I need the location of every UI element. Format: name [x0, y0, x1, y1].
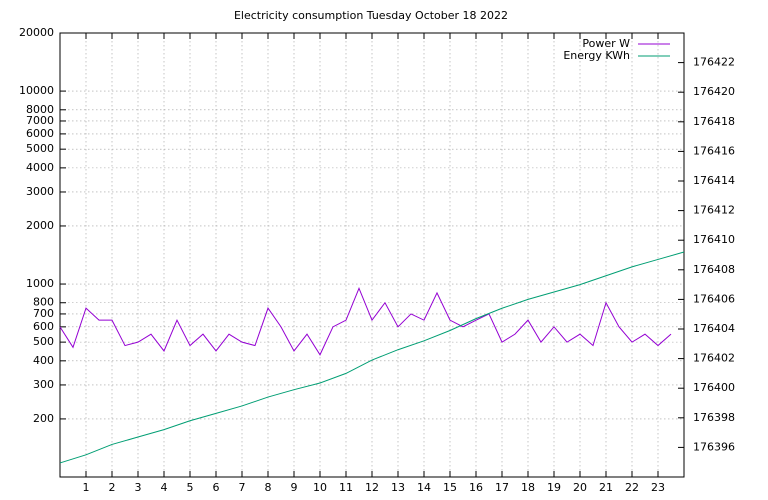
x-tick-label: 21: [599, 481, 613, 494]
y-tick-label: 400: [33, 354, 54, 367]
x-tick-label: 1: [83, 481, 90, 494]
x-tick-label: 5: [187, 481, 194, 494]
y2-tick-label: 176414: [693, 174, 735, 187]
y-tick-label: 500: [33, 335, 54, 348]
x-tick-label: 15: [443, 481, 457, 494]
legend-label: Energy KWh: [563, 49, 630, 62]
y-tick-label: 3000: [26, 185, 54, 198]
y2-tick-label: 176406: [693, 292, 735, 305]
series-line: [59, 287, 672, 356]
y2-tick-label: 176404: [693, 322, 735, 335]
y2-tick-label: 176422: [693, 56, 735, 69]
x-tick-label: 18: [521, 481, 535, 494]
y-tick-label: 1000: [26, 277, 54, 290]
x-tick-label: 23: [651, 481, 665, 494]
y2-tick-label: 176396: [693, 440, 735, 453]
legend-label: Power W: [582, 37, 630, 50]
y2-tick-label: 176400: [693, 381, 735, 394]
y2-tick-label: 176418: [693, 115, 735, 128]
y2-tick-label: 176412: [693, 204, 735, 217]
y-tick-label: 5000: [26, 142, 54, 155]
x-tick-label: 22: [625, 481, 639, 494]
x-tick-label: 13: [391, 481, 405, 494]
y2-tick-label: 176420: [693, 85, 735, 98]
y2-tick-label: 176410: [693, 233, 735, 246]
y2-tick-label: 176408: [693, 263, 735, 276]
x-tick-label: 17: [495, 481, 509, 494]
y-tick-label: 6000: [26, 127, 54, 140]
y2-tick-label: 176398: [693, 411, 735, 424]
x-tick-label: 20: [573, 481, 587, 494]
y-tick-label: 7000: [26, 114, 54, 127]
y-tick-label: 10000: [19, 84, 54, 97]
y-tick-label: 300: [33, 378, 54, 391]
x-tick-label: 16: [469, 481, 483, 494]
y-tick-label: 2000: [26, 219, 54, 232]
x-tick-label: 10: [313, 481, 327, 494]
chart-title: Electricity consumption Tuesday October …: [234, 9, 508, 22]
y-tick-label: 800: [33, 296, 54, 309]
x-tick-label: 9: [291, 481, 298, 494]
x-tick-label: 7: [239, 481, 246, 494]
x-tick-label: 14: [417, 481, 431, 494]
y-tick-label: 8000: [26, 103, 54, 116]
y-tick-label: 600: [33, 320, 54, 333]
y-tick-label: 200: [33, 412, 54, 425]
x-tick-label: 6: [213, 481, 220, 494]
y2-tick-label: 176402: [693, 352, 735, 365]
y2-tick-label: 176416: [693, 144, 735, 157]
x-tick-label: 3: [135, 481, 142, 494]
x-tick-label: 11: [339, 481, 353, 494]
x-tick-label: 8: [265, 481, 272, 494]
series-line: [59, 251, 685, 464]
x-tick-label: 12: [365, 481, 379, 494]
y-tick-label: 700: [33, 307, 54, 320]
y-tick-label: 20000: [19, 26, 54, 39]
x-tick-label: 4: [161, 481, 168, 494]
x-tick-label: 2: [109, 481, 116, 494]
x-tick-label: 19: [547, 481, 561, 494]
y-tick-label: 4000: [26, 161, 54, 174]
plot-border: [59, 32, 685, 478]
